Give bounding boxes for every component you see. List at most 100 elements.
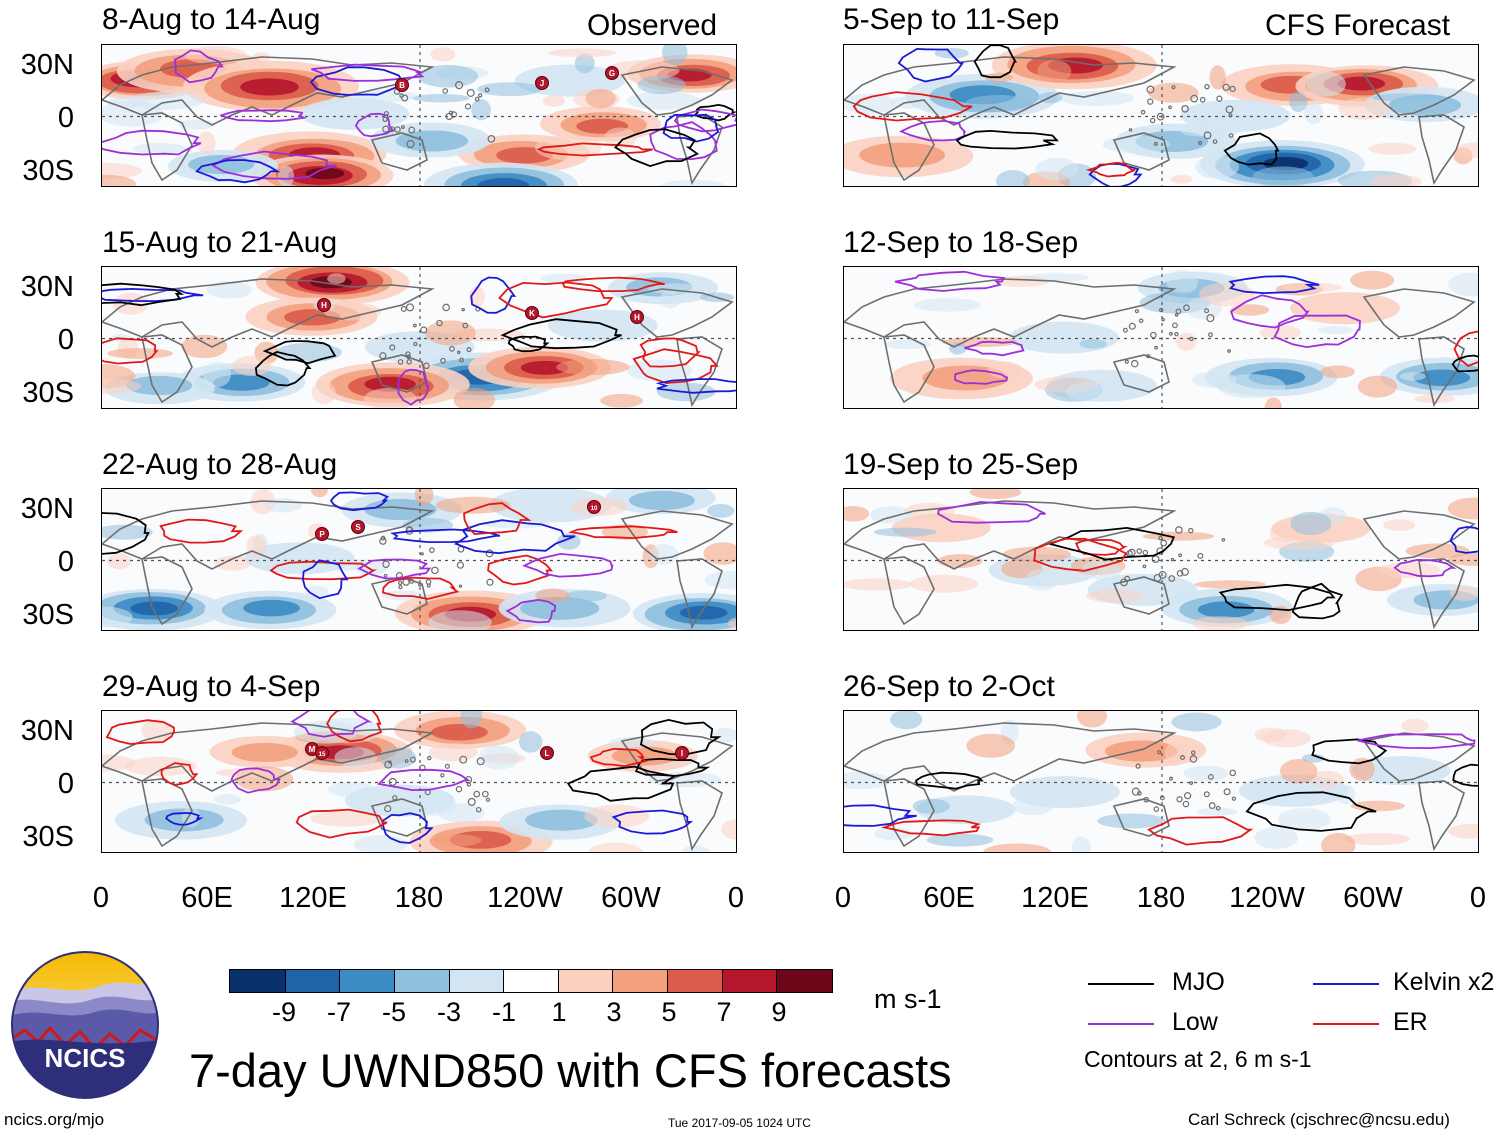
ncics-logo: NCICS [10, 950, 160, 1100]
map-panel-observed-3: P S 10 [101, 488, 737, 631]
lat-label-30s: 30S [22, 599, 74, 631]
lat-label-30s: 30S [22, 155, 74, 187]
colorbar-label: -9 [271, 997, 297, 1027]
lon-label: 60W [1343, 882, 1403, 914]
storm-label: G [609, 69, 615, 78]
storm-marker: P [315, 527, 329, 541]
storm-label: B [399, 81, 405, 90]
map-panel-forecast-3 [843, 488, 1479, 631]
legend-label-kelvin: Kelvin x2 [1393, 968, 1495, 996]
colorbar-label: -5 [381, 997, 407, 1027]
map-panel-forecast-4 [843, 710, 1479, 853]
legend-label-mjo: MJO [1172, 968, 1225, 996]
colorbar-label: -7 [326, 997, 352, 1027]
uwnd-map: P S 10 [102, 489, 736, 630]
lon-label: 0 [1469, 882, 1487, 914]
forecast-label: CFS Forecast [1265, 9, 1451, 42]
lat-label-30n: 30N [20, 49, 74, 81]
lat-label-30n: 30N [20, 271, 74, 303]
storm-marker: G [605, 66, 619, 80]
uwnd-map [844, 489, 1478, 630]
map-panel-forecast-2 [843, 266, 1479, 409]
colorbar-swatch [776, 970, 832, 992]
lon-label: 60E [181, 882, 233, 914]
contour-note: Contours at 2, 6 m s-1 [1084, 1046, 1312, 1072]
lon-label: 120W [1229, 882, 1305, 914]
lat-label-0: 0 [57, 102, 74, 134]
lon-label: 180 [1136, 882, 1186, 914]
map-panel-observed-2: H K H [101, 266, 737, 409]
storm-label: 10 [591, 506, 598, 512]
panel-title-1: 8-Aug to 14-Aug [102, 3, 321, 36]
lat-label-0: 0 [57, 768, 74, 800]
storm-marker: S [351, 520, 365, 534]
lat-label-30s: 30S [22, 377, 74, 409]
storm-label: M [309, 745, 316, 754]
storm-label: J [540, 79, 544, 88]
storm-label: H [634, 313, 640, 322]
main-title: 7-day UWND850 with CFS forecasts [189, 1044, 952, 1097]
lat-label-0: 0 [57, 324, 74, 356]
colorbar-label: 1 [551, 997, 567, 1027]
storm-label: P [319, 530, 325, 539]
uwnd-map: M15 L I [102, 711, 736, 852]
storm-label: K [529, 309, 535, 318]
lon-label: 120W [487, 882, 563, 914]
panel-title-2: 15-Aug to 21-Aug [102, 226, 338, 259]
map-panel-forecast-1 [843, 44, 1479, 187]
storm-marker: 15 [315, 746, 329, 760]
lon-label: 60E [923, 882, 975, 914]
colorbar-label: 7 [716, 997, 732, 1027]
colorbar-swatch [503, 970, 559, 992]
storm-label: H [321, 301, 327, 310]
lon-label: 0 [92, 882, 110, 914]
legend-line-er [1313, 1023, 1379, 1025]
legend-label-er: ER [1393, 1008, 1428, 1036]
storm-marker: L [540, 746, 554, 760]
legend-line-mjo [1088, 983, 1154, 985]
panel-title-8: 26-Sep to 2-Oct [843, 670, 1055, 703]
storm-marker: K [525, 306, 539, 320]
colorbar-label: -3 [436, 997, 462, 1027]
storm-marker: H [317, 298, 331, 312]
legend-line-kelvin [1313, 983, 1379, 985]
map-panel-observed-4: M 15 L I [101, 710, 737, 853]
lon-label: 120E [1021, 882, 1089, 914]
lon-label: 120E [279, 882, 347, 914]
lat-label-0: 0 [57, 546, 74, 578]
lon-label: 0 [727, 882, 745, 914]
colorbar-swatch [339, 970, 395, 992]
lon-label: 60W [601, 882, 661, 914]
footer-url[interactable]: ncics.org/mjo [4, 1110, 105, 1129]
legend-line-low [1088, 1023, 1154, 1025]
colorbar-units: m s-1 [874, 984, 942, 1014]
footer-timestamp: Tue 2017-09-05 1024 UTC [668, 1116, 811, 1130]
panel-title-6: 12-Sep to 18-Sep [843, 226, 1079, 259]
colorbar-label: -1 [491, 997, 517, 1027]
storm-marker: I [675, 746, 689, 760]
colorbar-label: 3 [606, 997, 622, 1027]
colorbar-swatch [667, 970, 723, 992]
observed-label: Observed [587, 9, 718, 42]
storm-label: I [681, 749, 683, 758]
storm-marker: H [630, 310, 644, 324]
panel-title-3: 22-Aug to 28-Aug [102, 448, 338, 481]
storm-label: S [355, 523, 361, 532]
uwnd-map: H K H [102, 267, 736, 408]
lat-label-30n: 30N [20, 715, 74, 747]
panel-title-5: 5-Sep to 11-Sep [843, 3, 1060, 36]
storm-label: 15 [319, 752, 326, 758]
colorbar-swatch [721, 970, 778, 992]
uwnd-map [844, 711, 1478, 852]
lon-label: 0 [834, 882, 852, 914]
colorbar-swatch [448, 970, 505, 992]
storm-label: L [545, 749, 550, 758]
map-panel-observed-1: B J G [101, 44, 737, 187]
colorbar-swatch [612, 970, 669, 992]
storm-marker: 10 [587, 500, 601, 514]
storm-marker: J [535, 76, 549, 90]
uwnd-map [844, 45, 1478, 186]
colorbar [229, 969, 833, 993]
colorbar-label: 9 [771, 997, 787, 1027]
colorbar-swatch [393, 970, 450, 992]
